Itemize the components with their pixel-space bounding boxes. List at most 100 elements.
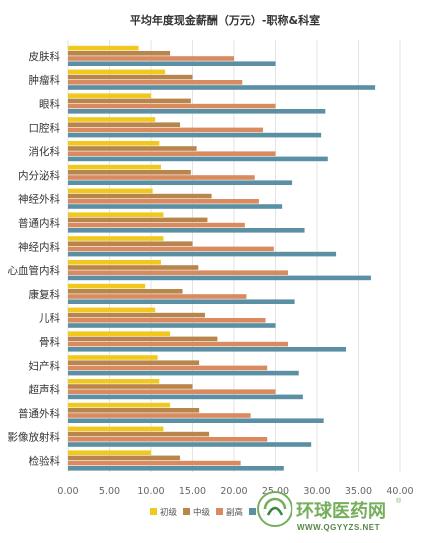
bar xyxy=(68,289,183,294)
bar xyxy=(68,141,160,146)
bar xyxy=(68,56,234,61)
bar xyxy=(68,265,199,270)
watermark-registered: ® xyxy=(396,497,402,505)
bar xyxy=(68,193,212,199)
legend-label: 副高 xyxy=(226,507,243,518)
bar xyxy=(68,80,243,85)
bar xyxy=(68,394,303,400)
bar xyxy=(68,61,276,66)
bar xyxy=(68,455,181,461)
bar xyxy=(68,180,293,185)
bar xyxy=(68,431,210,437)
bar xyxy=(68,175,255,180)
bar xyxy=(68,117,156,122)
category-label: 影像放射科 xyxy=(8,431,61,444)
bar xyxy=(68,347,347,352)
watermark-logo: 环球医药网 ® WWW.QGYYZS.NET xyxy=(257,491,402,533)
bar xyxy=(68,270,288,275)
bar xyxy=(68,85,376,90)
bar xyxy=(68,360,200,365)
bar xyxy=(68,402,171,408)
bar xyxy=(68,204,283,209)
category-label: 普通外科 xyxy=(18,407,60,420)
bar xyxy=(68,370,299,376)
legend-label: 中级 xyxy=(193,507,211,518)
watermark-icon-leaf xyxy=(266,506,284,516)
category-label: 儿科 xyxy=(39,312,60,325)
bar xyxy=(68,188,153,194)
bar xyxy=(68,341,288,347)
bar xyxy=(68,307,156,313)
bar xyxy=(68,413,251,418)
bar xyxy=(68,379,160,384)
bar xyxy=(68,323,276,328)
bar xyxy=(68,299,295,304)
bar xyxy=(68,241,193,246)
bar xyxy=(68,51,171,56)
bar xyxy=(68,93,151,98)
watermark-url: WWW.QGYYZS.NET xyxy=(297,523,380,532)
x-tick-label: 10.00 xyxy=(137,486,164,497)
bar xyxy=(68,199,259,204)
watermark-icon-arc xyxy=(263,497,287,510)
bar xyxy=(68,246,274,252)
bar xyxy=(68,146,197,151)
bar xyxy=(68,164,161,170)
category-label: 检验科 xyxy=(29,455,61,468)
category-labels: 皮肤科肿瘤科眼科口腔科消化科内分泌科神经外科普通内科神经内科心血管内科康复科儿科… xyxy=(8,50,61,468)
category-label: 妇产科 xyxy=(29,359,61,372)
legend-swatch xyxy=(150,508,157,515)
legend-swatch xyxy=(249,508,256,515)
category-label: 肿瘤科 xyxy=(29,74,61,87)
bar xyxy=(68,336,218,342)
bar xyxy=(68,442,312,447)
x-tick-label: 20.00 xyxy=(220,486,247,497)
bar xyxy=(68,45,139,51)
bar xyxy=(68,251,337,257)
category-label: 内分泌科 xyxy=(18,169,60,182)
bar xyxy=(68,170,191,175)
bar xyxy=(68,151,276,156)
bar xyxy=(68,103,276,109)
bar xyxy=(68,156,328,162)
bar xyxy=(68,294,247,299)
bar xyxy=(68,275,371,281)
bar xyxy=(68,460,241,466)
x-tick-label: 15.00 xyxy=(179,486,206,497)
bar xyxy=(68,228,305,233)
bar xyxy=(68,98,191,104)
category-label: 皮肤科 xyxy=(29,50,61,63)
x-axis-ticks: 0.005.0010.0015.0020.0025.0030.0035.0040… xyxy=(57,486,413,497)
bar xyxy=(68,426,164,432)
bar xyxy=(68,418,324,423)
bar xyxy=(68,437,268,442)
bar xyxy=(68,365,268,371)
category-label: 神经内科 xyxy=(18,240,60,253)
bar xyxy=(68,212,164,217)
x-tick-label: 40.00 xyxy=(386,486,413,497)
category-label: 骨科 xyxy=(39,336,60,349)
category-label: 神经外科 xyxy=(18,193,60,206)
category-label: 消化科 xyxy=(29,145,61,158)
x-tick-label: 5.00 xyxy=(99,486,120,497)
bar xyxy=(68,109,326,114)
x-tick-label: 35.00 xyxy=(345,486,372,497)
category-label: 普通内科 xyxy=(18,217,60,230)
chart-title: 平均年度现金薪酬（万元）-职称&科室 xyxy=(130,13,320,27)
bar xyxy=(68,260,161,265)
category-label: 眼科 xyxy=(39,98,60,111)
watermark-badge: 环球医药网 ® WWW.QGYYZS.NET xyxy=(257,491,402,533)
bar xyxy=(68,355,158,360)
x-tick-label: 0.00 xyxy=(57,486,78,497)
bar xyxy=(68,122,181,127)
bar xyxy=(68,384,193,389)
bar xyxy=(68,236,164,241)
bar xyxy=(68,132,322,138)
bar xyxy=(68,466,284,471)
bar xyxy=(68,331,171,336)
bar xyxy=(68,222,245,228)
bar xyxy=(68,312,205,318)
legend-swatch xyxy=(183,508,190,515)
bar xyxy=(68,74,193,80)
